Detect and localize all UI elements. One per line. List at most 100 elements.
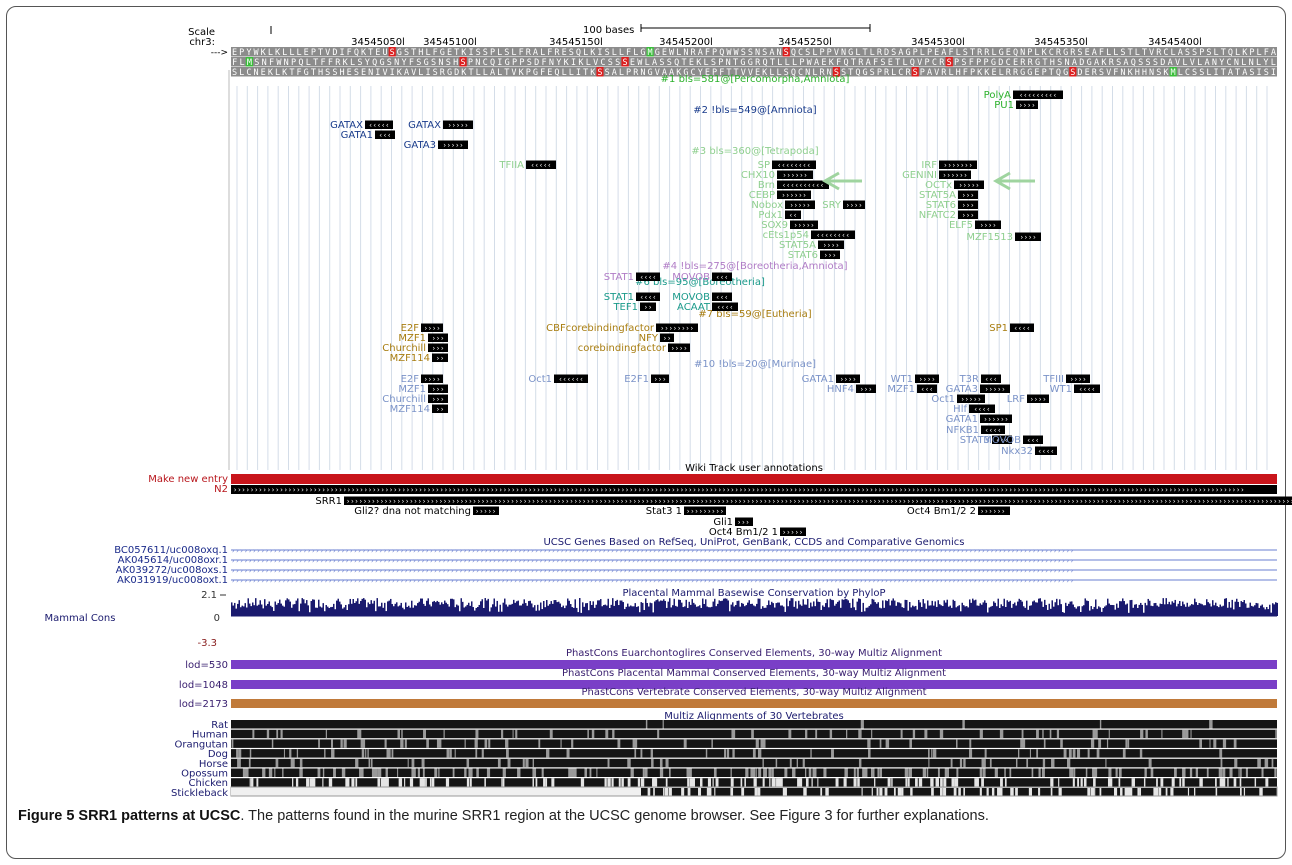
cons-bar <box>967 607 969 616</box>
multiz-gap <box>1022 739 1026 748</box>
multiz-gap <box>858 729 862 739</box>
multiz-gap <box>683 739 687 748</box>
multiz-gap <box>280 729 283 739</box>
cons-bar <box>633 606 635 616</box>
multiz-gap <box>1206 768 1209 777</box>
aa-letter: L <box>645 58 650 68</box>
cons-bar <box>280 603 282 616</box>
aa-letter: L <box>296 48 301 58</box>
cons-bar <box>775 603 777 616</box>
multiz-gap <box>404 778 406 787</box>
multiz-gap <box>956 768 959 777</box>
cons-bar <box>571 607 573 616</box>
multiz-gap <box>231 739 234 748</box>
cons-bar <box>738 600 740 616</box>
multiz-gap <box>502 768 506 777</box>
cons-bar <box>807 598 809 616</box>
cons-bar <box>1264 609 1266 616</box>
multiz-gap <box>867 739 871 748</box>
multiz-gap <box>944 768 948 777</box>
cons-bar <box>361 598 363 616</box>
cons-bar <box>576 607 578 616</box>
strand-arrows: ‹‹‹‹ <box>1014 325 1031 333</box>
multiz-gap <box>1144 768 1147 777</box>
cons-bar <box>273 610 275 616</box>
strand-arrows: ›››› <box>840 376 857 384</box>
multiz-gap <box>584 768 588 777</box>
cons-bar <box>1072 604 1074 616</box>
multiz-gap <box>330 739 334 748</box>
cons-bar <box>1060 604 1062 616</box>
multiz-gap <box>449 749 452 758</box>
aa-row-band <box>231 57 1277 67</box>
multiz-gap <box>560 739 562 748</box>
cons-bar <box>1030 605 1032 616</box>
multiz-gap <box>283 749 285 758</box>
position-label: 34545250l <box>778 37 832 48</box>
cons-bar <box>819 601 821 616</box>
cons-bar <box>654 601 656 616</box>
cons-bar <box>984 600 986 616</box>
multiz-gap <box>1015 758 1018 768</box>
multiz-gap <box>724 749 727 758</box>
multiz-gap <box>963 758 966 768</box>
cons-bar <box>711 606 713 616</box>
aa-letter: T <box>681 58 686 68</box>
cons-bar <box>1035 602 1037 616</box>
cons-bar <box>952 599 954 616</box>
aa-letter: G <box>648 68 653 78</box>
tfbs-box <box>958 210 978 219</box>
strand-arrows: ››››› <box>782 529 803 537</box>
tfbs-hit: ››››› <box>954 180 984 190</box>
tfbs-hit: ››››› <box>438 140 468 150</box>
multiz-gap <box>897 787 900 797</box>
aa-letter: S <box>947 58 952 68</box>
aa-letter: L <box>1214 48 1219 58</box>
multiz-gap <box>423 729 427 739</box>
cons-bar <box>723 598 725 616</box>
strand-arrows: ‹‹‹‹ <box>1038 448 1055 456</box>
multiz-gap <box>637 778 641 787</box>
multiz-gap <box>464 739 466 748</box>
tfbs-box <box>836 374 860 383</box>
strand-arrows: ‹‹‹ <box>1027 437 1040 445</box>
cons-bar <box>303 599 305 616</box>
tfbs-hit: ›››› <box>421 323 443 333</box>
cons-bar <box>322 603 324 616</box>
aa-letter: A <box>769 48 774 58</box>
multiz-gap <box>732 749 735 758</box>
cons-bar <box>516 601 518 616</box>
tfbs-name: Nobox <box>751 200 783 211</box>
gene-name: AK045614/uc008oxr.1 <box>118 555 228 566</box>
multiz-gap <box>755 768 757 777</box>
gene-name: AK039272/uc008oxs.1 <box>116 565 228 576</box>
multiz-gap <box>1056 729 1060 739</box>
cons-bar <box>454 607 456 616</box>
cons-bar <box>333 603 335 616</box>
cons-bar <box>346 609 348 616</box>
aa-letter: A <box>1242 68 1247 78</box>
aa-letter: Y <box>556 58 561 68</box>
cons-bar <box>1233 609 1235 616</box>
aa-letter: T <box>848 68 853 78</box>
aa-letter: I <box>597 48 602 58</box>
aa-letter: K <box>676 68 682 78</box>
multiz-gap <box>954 778 959 787</box>
multiz-gap <box>1127 787 1131 797</box>
cons-bar <box>409 607 411 616</box>
cons-bar <box>748 600 750 616</box>
cons-bar <box>661 600 663 616</box>
wiki-feature-box <box>735 517 753 526</box>
position-label: 34545400l <box>1148 37 1202 48</box>
cons-bar <box>1057 605 1059 616</box>
cons-bar <box>625 606 627 616</box>
cons-bar <box>1102 607 1104 616</box>
cons-bar <box>643 609 645 616</box>
phastcons-lod-label: lod=530 <box>185 660 228 671</box>
multiz-gap <box>512 729 514 739</box>
aa-letter: L <box>619 48 624 58</box>
strand-arrows: ‹‹‹‹ <box>974 406 991 414</box>
cons-bar <box>1114 609 1116 616</box>
cons-bar <box>696 606 698 616</box>
cons-bar <box>1095 599 1097 616</box>
